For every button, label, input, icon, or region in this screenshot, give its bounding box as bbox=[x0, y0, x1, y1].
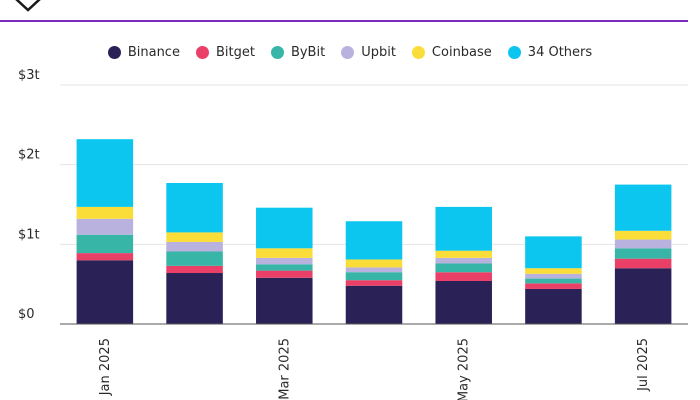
bar-segment-bybit[interactable] bbox=[345, 272, 403, 281]
bar-segment-coinbase[interactable] bbox=[76, 206, 134, 219]
logo bbox=[0, 0, 60, 20]
bar-segment-bitget[interactable] bbox=[525, 283, 582, 289]
bar-segment-bybit[interactable] bbox=[614, 248, 672, 259]
y-tick-label: $0 bbox=[18, 307, 35, 322]
bar-segment-binance[interactable] bbox=[435, 280, 492, 324]
x-tick-label: Mar 2025 bbox=[277, 338, 292, 400]
bar-segment-binance[interactable] bbox=[76, 260, 134, 324]
bar-segment-bitget[interactable] bbox=[76, 253, 134, 261]
bar-segment-upbit[interactable] bbox=[256, 257, 313, 265]
x-tick-label: Jul 2025 bbox=[636, 338, 651, 392]
bar-segment-coinbase[interactable] bbox=[345, 259, 403, 268]
legend-swatch bbox=[195, 46, 209, 59]
bar-segment-upbit[interactable] bbox=[435, 257, 492, 264]
bar-segment-bybit[interactable] bbox=[166, 251, 223, 266]
bar-segment-34-others[interactable] bbox=[76, 139, 134, 207]
legend-item-binance[interactable]: Binance bbox=[107, 45, 180, 60]
x-tick-label: Jan 2025 bbox=[98, 338, 113, 396]
y-tick-label: $2t bbox=[18, 148, 40, 163]
y-tick-label: $3t bbox=[18, 68, 40, 83]
legend-item-34-others[interactable]: 34 Others bbox=[507, 45, 593, 60]
legend-item-bybit[interactable]: ByBit bbox=[270, 45, 326, 60]
bar-segment-34-others[interactable] bbox=[435, 206, 492, 251]
bar-segment-binance[interactable] bbox=[256, 277, 313, 324]
bar-segment-upbit[interactable] bbox=[166, 241, 223, 252]
legend-item-bitget[interactable]: Bitget bbox=[195, 45, 255, 60]
bar-segment-upbit[interactable] bbox=[345, 267, 403, 273]
legend-label: Bitget bbox=[215, 45, 255, 60]
x-tick-label: May 2025 bbox=[457, 338, 472, 400]
bar-segment-upbit[interactable] bbox=[76, 218, 134, 235]
legend-label: ByBit bbox=[290, 45, 326, 60]
bar-segment-bybit[interactable] bbox=[256, 264, 313, 271]
bar-segment-binance[interactable] bbox=[166, 273, 223, 324]
bar-segment-bitget[interactable] bbox=[435, 272, 492, 281]
bar-segment-bybit[interactable] bbox=[76, 234, 134, 254]
bar-segment-coinbase[interactable] bbox=[614, 230, 672, 240]
legend-item-coinbase[interactable]: Coinbase bbox=[411, 45, 492, 60]
bar-segment-bybit[interactable] bbox=[435, 263, 492, 273]
legend: Binance Bitget ByBit Upbit Coinbase 34 Others bbox=[0, 45, 700, 60]
bar-segment-34-others[interactable] bbox=[256, 207, 313, 249]
bar-segment-bybit[interactable] bbox=[525, 278, 582, 284]
bar-segment-upbit[interactable] bbox=[525, 273, 582, 279]
bar-segment-bitget[interactable] bbox=[256, 270, 313, 278]
bar-segment-bitget[interactable] bbox=[166, 265, 223, 274]
legend-label: Binance bbox=[127, 45, 180, 60]
legend-swatch bbox=[411, 46, 425, 59]
legend-item-upbit[interactable]: Upbit bbox=[341, 45, 396, 60]
logo-chevron-icon bbox=[15, 0, 41, 12]
top-divider bbox=[0, 20, 688, 22]
legend-swatch bbox=[341, 46, 355, 59]
bar-segment-binance[interactable] bbox=[345, 285, 403, 324]
bar-segment-coinbase[interactable] bbox=[435, 250, 492, 258]
legend-swatch bbox=[270, 46, 284, 59]
bar-segment-34-others[interactable] bbox=[345, 221, 403, 260]
bar-segment-34-others[interactable] bbox=[525, 236, 582, 269]
bar-segment-coinbase[interactable] bbox=[166, 232, 223, 242]
bar-segment-coinbase[interactable] bbox=[525, 268, 582, 274]
bar-segment-bitget[interactable] bbox=[345, 280, 403, 286]
legend-label: Upbit bbox=[361, 45, 396, 60]
bar-segment-34-others[interactable] bbox=[614, 184, 672, 231]
legend-label: 34 Others bbox=[527, 45, 593, 60]
y-tick-label: $1t bbox=[18, 227, 40, 242]
bar-segment-upbit[interactable] bbox=[614, 239, 672, 249]
bar-segment-coinbase[interactable] bbox=[256, 248, 313, 258]
legend-swatch bbox=[107, 46, 121, 59]
bar-segment-binance[interactable] bbox=[614, 268, 672, 324]
legend-swatch bbox=[507, 46, 521, 59]
bar-segment-binance[interactable] bbox=[525, 288, 582, 324]
bar-segment-34-others[interactable] bbox=[166, 182, 223, 233]
bar-segment-bitget[interactable] bbox=[614, 258, 672, 269]
legend-label: Coinbase bbox=[431, 45, 492, 60]
